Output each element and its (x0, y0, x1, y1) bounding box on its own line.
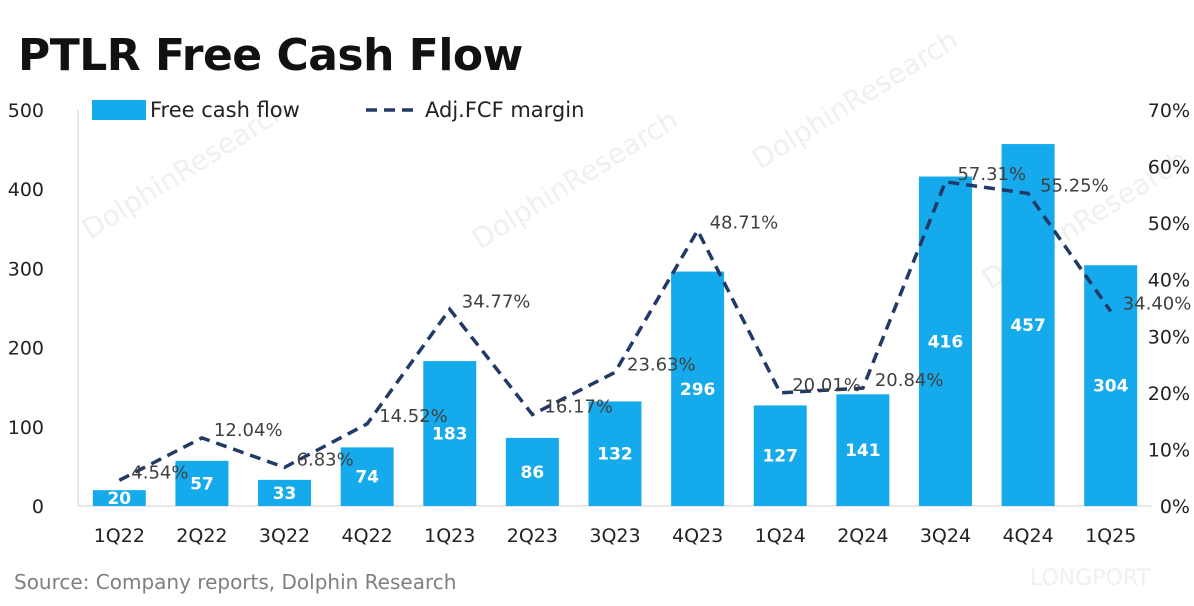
bar-value-label: 33 (273, 484, 297, 504)
left-tick-label: 500 (8, 100, 44, 122)
source-note: Source: Company reports, Dolphin Researc… (14, 570, 457, 594)
right-tick-label: 40% (1148, 270, 1190, 292)
x-tick-label: 1Q23 (424, 525, 475, 547)
margin-value-label: 34.77% (462, 291, 531, 312)
bar-value-label: 296 (680, 380, 716, 400)
x-tick-label: 1Q24 (755, 525, 806, 547)
watermark-text: DolphinResearch (466, 103, 684, 256)
right-tick-label: 10% (1148, 439, 1190, 461)
x-tick-label: 4Q24 (1002, 525, 1053, 547)
legend-line-label: Adj.FCF margin (425, 98, 584, 122)
watermark-logo: LONGPORT (1030, 566, 1151, 591)
fcf-bar (836, 394, 890, 506)
margin-value-label: 14.52% (379, 406, 448, 427)
margin-value-label: 57.31% (957, 164, 1026, 185)
margin-value-label: 20.01% (792, 375, 861, 396)
bar-value-label: 57 (190, 474, 214, 494)
bar-value-label: 304 (1093, 377, 1129, 397)
fcf-bar (753, 405, 807, 506)
bar-value-label: 132 (597, 445, 633, 465)
bar-value-label: 416 (928, 332, 964, 352)
margin-value-label: 23.63% (627, 354, 696, 375)
margin-value-label: 6.83% (297, 449, 354, 470)
margin-value-label: 16.17% (544, 397, 613, 418)
bar-value-label: 127 (762, 447, 798, 467)
bar-value-label: 86 (521, 463, 545, 483)
fcf-bar (423, 361, 477, 506)
bar-value-label: 20 (107, 489, 131, 509)
left-tick-label: 400 (8, 179, 44, 201)
right-tick-label: 70% (1148, 100, 1190, 122)
x-tick-label: 4Q23 (672, 525, 723, 547)
chart-title: PTLR Free Cash Flow (18, 30, 523, 81)
bar-value-label: 183 (432, 425, 468, 445)
left-tick-label: 200 (8, 338, 44, 360)
margin-value-label: 55.25% (1040, 175, 1109, 196)
x-tick-label: 2Q24 (837, 525, 888, 547)
right-tick-label: 60% (1148, 157, 1190, 179)
fcf-bar (588, 401, 642, 506)
x-tick-label: 2Q22 (176, 525, 227, 547)
fcf-bar (671, 271, 725, 506)
margin-value-label: 20.84% (875, 370, 944, 391)
legend-bar-label: Free cash flow (150, 98, 300, 122)
margin-value-label: 12.04% (214, 420, 283, 441)
fcf-bar (175, 460, 229, 506)
fcf-bar (1001, 144, 1055, 506)
left-tick-label: 0 (32, 496, 44, 518)
margin-value-label: 34.40% (1123, 293, 1192, 314)
fcf-bar (505, 437, 559, 506)
margin-value-label: 48.71% (710, 212, 779, 233)
right-tick-label: 0% (1160, 496, 1190, 518)
right-tick-label: 30% (1148, 326, 1190, 348)
x-tick-label: 3Q22 (259, 525, 310, 547)
fcf-bar (258, 479, 312, 506)
fcf-bar (92, 490, 146, 506)
left-tick-label: 100 (8, 417, 44, 439)
x-tick-label: 3Q23 (589, 525, 640, 547)
x-tick-label: 1Q25 (1085, 525, 1136, 547)
bar-value-label: 141 (845, 441, 881, 461)
fcf-bar (1084, 265, 1138, 506)
watermark-text: DolphinResearch (746, 23, 964, 176)
bar-value-label: 74 (355, 468, 379, 488)
legend-bar-swatch (92, 100, 146, 120)
x-tick-label: 2Q23 (507, 525, 558, 547)
bar-value-label: 457 (1010, 316, 1046, 336)
x-tick-label: 4Q22 (342, 525, 393, 547)
right-tick-label: 20% (1148, 383, 1190, 405)
right-tick-label: 50% (1148, 213, 1190, 235)
fcf-margin-line (118, 179, 1113, 482)
fcf-bar (340, 447, 394, 506)
x-tick-label: 3Q24 (920, 525, 971, 547)
margin-value-label: 4.54% (131, 462, 188, 483)
fcf-bar (918, 176, 972, 506)
x-tick-label: 1Q22 (94, 525, 145, 547)
left-tick-label: 300 (8, 258, 44, 280)
